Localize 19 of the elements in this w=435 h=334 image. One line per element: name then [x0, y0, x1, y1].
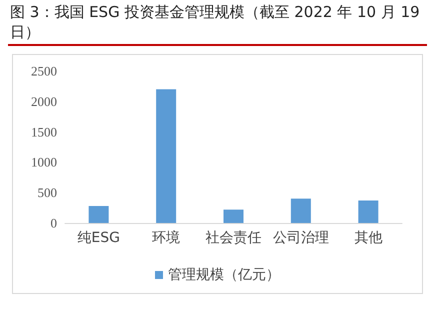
- x-tick-label: 环境: [152, 230, 180, 246]
- bar: [88, 206, 109, 223]
- chart-title: 图 3：我国 ESG 投资基金管理规模（截至 2022 年 10 月 19 日）: [9, 2, 421, 42]
- x-tick-label: 社会责任: [206, 230, 262, 246]
- bar: [156, 89, 176, 223]
- y-tick-label: 2000: [31, 94, 57, 109]
- bar: [224, 210, 244, 223]
- x-tick-label: 纯ESG: [77, 230, 120, 246]
- x-tick-label: 公司治理: [272, 230, 329, 246]
- y-tick-label: 1500: [31, 124, 57, 140]
- y-tick-label: 1000: [31, 154, 57, 170]
- bar: [290, 198, 311, 223]
- bar: [358, 200, 378, 223]
- y-tick-label: 500: [38, 185, 57, 200]
- y-tick-label: 0: [50, 216, 57, 230]
- x-tick-label: 其他: [354, 230, 382, 246]
- chart-frame: 0 500 1000 1500 2000 2500 纯ESG 环境 社会责任 公司治理 其他 管理规模（亿元）: [12, 54, 423, 294]
- legend-label: 管理规模（亿元）: [168, 267, 280, 283]
- y-tick-label: 2500: [31, 64, 57, 78]
